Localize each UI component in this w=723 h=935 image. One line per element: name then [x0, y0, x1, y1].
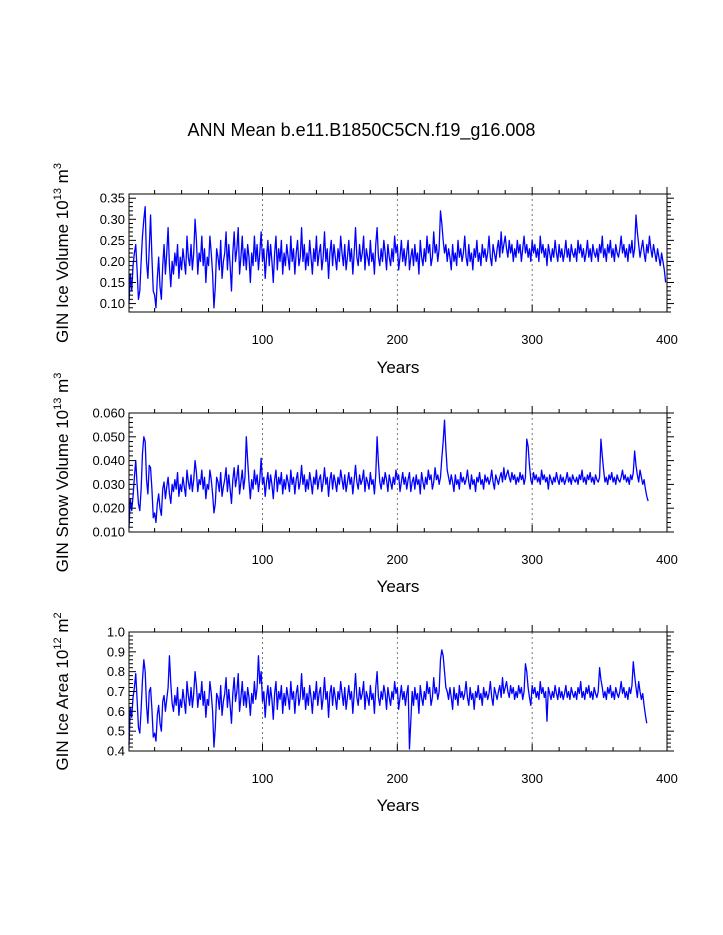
y-tick-label: 0.25 [100, 233, 125, 248]
y-axis-title-part: GIN Ice Area 10 [53, 650, 72, 771]
x-tick-label: 300 [521, 771, 543, 786]
y-axis-title-superscript: 3 [52, 163, 64, 169]
y-tick-label: 0.4 [107, 744, 125, 759]
x-tick-label: 100 [252, 332, 274, 347]
figure-title: ANN Mean b.e11.B1850C5CN.f19_g16.008 [187, 120, 536, 140]
y-tick-label: 0.10 [100, 296, 125, 311]
y-axis-title-superscript: 13 [52, 188, 64, 200]
chart-panel-2: 100 200 300 400 0.010 0.020 0.030 0.040 0.050 0.0… [52, 373, 678, 596]
y-axis-title: GIN Ice Area 1012 m2 [52, 612, 72, 770]
x-tick-label: 200 [386, 552, 408, 567]
y-axis-title-superscript: 13 [52, 398, 64, 410]
y-axis-title-superscript: 12 [52, 637, 64, 649]
x-tick-label: 200 [386, 771, 408, 786]
y-axis-title-part: m [53, 169, 72, 188]
y-axis-title-part: m [53, 619, 72, 638]
chart-panel-3: 100 200 300 400 0.4 0.5 0.6 0.7 0.8 0.9 1.0 Years GI… [52, 612, 678, 815]
x-axis-title: Years [377, 577, 420, 596]
series-line [128, 205, 667, 309]
y-tick-label: 0.010 [92, 525, 125, 540]
y-tick-label: 0.30 [100, 212, 125, 227]
x-axis-title: Years [377, 796, 420, 815]
y-tick-label: 0.15 [100, 275, 125, 290]
y-tick-label: 1.0 [107, 625, 125, 640]
y-axis-title: GIN Snow Volume 1013 m3 [52, 373, 72, 573]
x-tick-label: 400 [656, 332, 678, 347]
y-tick-label: 0.7 [107, 684, 125, 699]
chart-panel-1: 100 200 300 400 0.10 0.15 0.20 0.25 0.30 0.35 Year… [52, 163, 678, 377]
y-axis-title-superscript: 2 [52, 612, 64, 618]
y-tick-label: 0.8 [107, 664, 125, 679]
y-tick-label: 0.5 [107, 724, 125, 739]
x-tick-label: 200 [386, 332, 408, 347]
y-axis-title-part: GIN Snow Volume 10 [53, 410, 72, 573]
x-tick-label: 300 [521, 332, 543, 347]
y-tick-label: 0.060 [92, 406, 125, 421]
y-tick-label: 0.9 [107, 644, 125, 659]
y-axis-title-part: GIN Ice Volume 10 [53, 200, 72, 343]
y-axis-title-superscript: 3 [52, 373, 64, 379]
x-tick-label: 100 [252, 771, 274, 786]
series-line [128, 649, 648, 750]
y-tick-label: 0.20 [100, 254, 125, 269]
y-axis-title-part: m [53, 379, 72, 398]
y-axis-title: GIN Ice Volume 1013 m3 [52, 163, 72, 343]
x-tick-label: 400 [656, 771, 678, 786]
y-tick-label: 0.040 [92, 453, 125, 468]
y-tick-label: 0.35 [100, 191, 125, 206]
y-tick-label: 0.6 [107, 704, 125, 719]
plot-frame [128, 412, 668, 533]
y-tick-label: 0.030 [92, 477, 125, 492]
x-tick-label: 100 [252, 552, 274, 567]
x-tick-label: 400 [656, 552, 678, 567]
y-tick-label: 0.020 [92, 501, 125, 516]
x-axis-title: Years [377, 358, 420, 377]
series-line [128, 419, 649, 528]
x-tick-label: 300 [521, 552, 543, 567]
y-tick-label: 0.050 [92, 429, 125, 444]
